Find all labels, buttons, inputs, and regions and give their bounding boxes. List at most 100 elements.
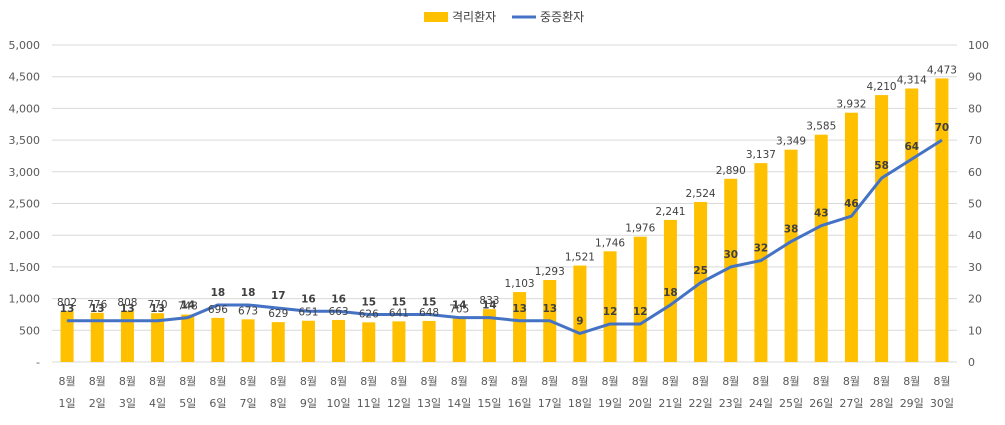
bar-value-label: 1,103 (505, 278, 535, 290)
x-axis-tick-label: 3일 (119, 396, 136, 410)
line-point (579, 332, 581, 334)
x-axis-tick-label: 24일 (749, 396, 773, 410)
line-point (96, 320, 98, 322)
line-point (157, 320, 159, 322)
line-point (941, 139, 943, 141)
line-value-label: 13 (150, 303, 165, 315)
x-axis-tick-label: 8월 (209, 375, 226, 388)
line-point (911, 158, 913, 160)
line-value-label: 13 (90, 303, 105, 315)
bar (814, 134, 828, 362)
line-point (820, 225, 822, 227)
x-axis-tick-label: 8월 (149, 375, 166, 388)
right-axis-tick-label: 50 (968, 198, 982, 211)
bar-value-label: 1,293 (535, 266, 565, 278)
x-axis-tick-label: 12일 (387, 396, 411, 410)
bar-value-label: 651 (298, 307, 318, 319)
line-point (217, 304, 219, 306)
x-axis-tick-label: 28일 (870, 396, 894, 410)
bar (151, 313, 165, 362)
x-axis-tick-label: 14일 (447, 396, 471, 410)
bar (603, 251, 617, 362)
line-point (850, 215, 852, 217)
x-axis-tick-label: 8월 (59, 375, 76, 388)
bar-value-label: 808 (117, 297, 137, 309)
bar-value-label: 2,890 (716, 165, 746, 177)
line-point (549, 320, 551, 322)
line-point (519, 320, 521, 322)
x-axis-tick-label: 8월 (843, 375, 860, 388)
x-axis-tick-label: 8월 (511, 375, 528, 388)
bar (271, 322, 285, 362)
x-axis-tick-labels: 8월 1일 8월 2일 8월 3일 8월 4일 8월 5일 8월 6일 8월 7일 8월 8일 8월 9일 8월 10… (59, 375, 954, 410)
right-axis-tick-label: 20 (968, 293, 982, 306)
x-axis-tick-label: 16일 (508, 396, 532, 410)
x-axis-tick-label: 22일 (689, 396, 713, 410)
bar (211, 317, 225, 362)
line-value-label: 15 (422, 296, 437, 308)
left-axis-tick-labels: - 500 1,000 1,500 2,000 2,500 3,000 3,500 4,000 4… (9, 39, 41, 369)
line-point (187, 317, 189, 319)
bar (905, 88, 919, 362)
bar (633, 236, 647, 362)
line-point (669, 304, 671, 306)
line-point (307, 310, 309, 312)
x-axis-tick-label: 8월 (662, 375, 679, 388)
line-point (277, 307, 279, 309)
line-point (488, 317, 490, 319)
right-axis-tick-label: 30 (968, 261, 982, 274)
bar (784, 149, 798, 362)
line-point (368, 313, 370, 315)
x-axis-tick-label: 29일 (900, 396, 924, 410)
line-value-label: 32 (754, 243, 769, 255)
bar-value-label: 776 (87, 299, 107, 311)
line-point (247, 304, 249, 306)
line-value-label: 46 (844, 198, 859, 210)
line-point (398, 313, 400, 315)
bar (181, 314, 195, 362)
bar-value-label: 2,524 (686, 188, 716, 200)
line-value-label: 13 (120, 303, 135, 315)
bar (422, 320, 436, 362)
bar-value-label: 770 (148, 299, 168, 311)
line-value-label: 12 (603, 306, 618, 318)
line-point (428, 313, 430, 315)
line-value-label: 43 (814, 208, 829, 220)
x-axis-tick-label: 1일 (59, 396, 76, 410)
x-axis-tick-label: 8월 (903, 375, 920, 388)
right-axis-tick-label: 0 (968, 356, 975, 369)
line-value-label: 18 (663, 287, 678, 299)
line-value-label: 70 (935, 122, 950, 134)
x-axis-tick-label: 8월 (481, 375, 498, 388)
bar-value-label: 4,314 (897, 74, 927, 86)
bar-value-label: 2,241 (655, 206, 685, 218)
x-axis-tick-label: 18일 (568, 396, 592, 410)
line-value-label: 38 (784, 224, 799, 236)
line-value-label: 64 (904, 141, 919, 153)
bar (332, 319, 346, 362)
x-axis-tick-label: 8월 (240, 375, 257, 388)
line-point (700, 282, 702, 284)
left-axis-tick-label: - (36, 356, 40, 369)
line-series (66, 138, 943, 335)
left-axis-tick-label: 1,000 (9, 293, 41, 306)
left-axis-tick-label: 2,000 (9, 229, 41, 242)
bar-data-labels: 802 776 808 770 748 696 673 629 651 663 626 641 648 7… (57, 64, 957, 320)
x-axis-tick-label: 8월 (119, 375, 136, 388)
right-axis-tick-label: 100 (968, 39, 989, 52)
bar-value-label: 705 (449, 303, 469, 315)
line-value-label: 12 (633, 306, 648, 318)
left-axis-tick-label: 500 (19, 324, 40, 337)
bar-value-label: 648 (419, 307, 439, 319)
bar-value-label: 802 (57, 297, 77, 309)
bar-value-label: 3,137 (746, 149, 776, 161)
severe-patients-line (67, 138, 943, 335)
x-axis-tick-label: 6일 (209, 396, 226, 410)
x-axis-tick-label: 8월 (300, 375, 317, 388)
line-value-label: 16 (301, 293, 316, 305)
x-axis-tick-label: 27일 (839, 396, 863, 410)
bar-value-label: 1,746 (595, 237, 625, 249)
bar-value-label: 748 (178, 301, 198, 313)
x-axis-tick-label: 25일 (779, 396, 803, 410)
x-axis-tick-label: 8월 (270, 375, 287, 388)
